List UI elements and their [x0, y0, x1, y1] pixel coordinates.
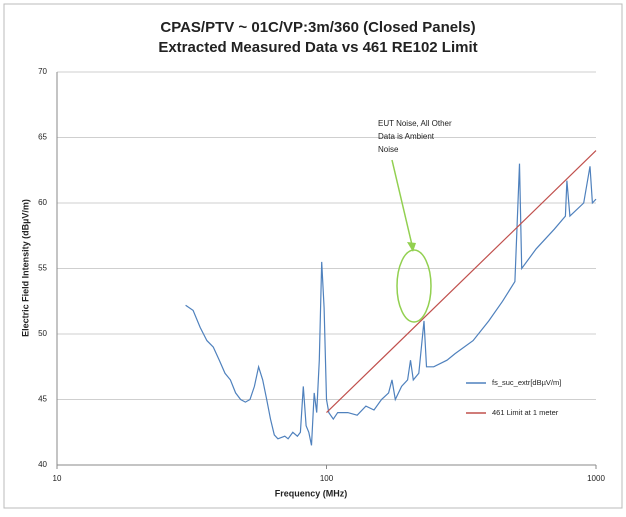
- x-axis-label: Frequency (MHz): [275, 488, 348, 498]
- x-tick-label: 1000: [587, 474, 605, 483]
- chart-title: CPAS/PTV ~ 01C/VP:3m/360 (Closed Panels): [160, 19, 475, 36]
- y-tick-label: 60: [38, 198, 47, 207]
- x-tick-label: 100: [320, 474, 334, 483]
- chart-subtitle: Extracted Measured Data vs 461 RE102 Lim…: [158, 39, 477, 56]
- annotation-arrow: [391, 159, 413, 246]
- series-line: [185, 163, 597, 446]
- y-tick-label: 55: [38, 264, 47, 273]
- chart-frame: [3, 3, 623, 509]
- y-tick-label: 50: [38, 329, 47, 338]
- annotation: Data is Ambient: [378, 132, 435, 141]
- y-tick-label: 40: [38, 460, 47, 469]
- annotation-ellipse: [396, 249, 432, 323]
- y-axis-label: Electric Field Intensity (dBµV/m): [20, 199, 30, 337]
- series-line: [326, 150, 597, 414]
- legend-label: 461 Limit at 1 meter: [492, 408, 559, 417]
- annotation: Noise: [378, 145, 399, 154]
- y-tick-label: 65: [38, 133, 47, 142]
- y-tick-label: 45: [38, 395, 47, 404]
- x-tick-label: 10: [53, 474, 62, 483]
- annotation-arrowhead: [407, 242, 416, 252]
- legend-label: fs_suc_extr[dBµV/m]: [492, 378, 561, 387]
- annotation: EUT Noise, All Other: [378, 119, 452, 128]
- y-tick-label: 70: [38, 67, 47, 76]
